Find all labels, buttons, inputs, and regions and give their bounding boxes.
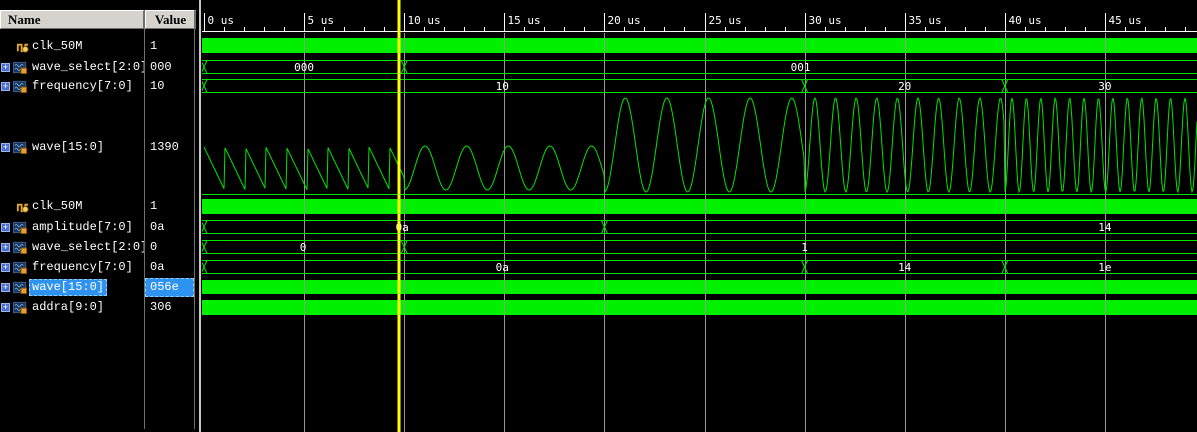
signal-value: 1 <box>145 37 194 56</box>
bus-value-label: 14 <box>898 261 912 274</box>
bus-icon <box>13 280 28 295</box>
signal-name: frequency[7:0] <box>32 260 133 274</box>
ruler-tick-label: 5 us <box>308 14 335 27</box>
bus-icon <box>13 300 28 315</box>
signal-value-selected: 056e <box>145 278 194 297</box>
signal-name: wave[15:0] <box>32 280 104 294</box>
signal-value: 1 <box>145 197 194 216</box>
signal-value: 10 <box>145 77 194 96</box>
ruler-tick-label: 10 us <box>408 14 441 27</box>
bus-icon <box>13 60 28 75</box>
ruler-tick-label: 20 us <box>608 14 641 27</box>
bus-value-label: 001 <box>791 61 811 74</box>
bus-value-label: 0 <box>300 241 307 254</box>
bus-icon <box>13 220 28 235</box>
bus-icon <box>13 240 28 255</box>
expand-toggle[interactable]: + <box>1 243 10 252</box>
signal-value: 000 <box>145 58 194 77</box>
bus-value-label: 30 <box>1098 80 1111 93</box>
clock-signal-bar <box>202 199 1197 214</box>
bus-value-label: 10 <box>496 80 509 93</box>
signal-value: 0 <box>145 238 194 257</box>
signal-value: 306 <box>145 298 194 317</box>
ruler-tick-label: 25 us <box>709 14 742 27</box>
expand-toggle[interactable]: + <box>1 143 10 152</box>
clock-signal-bar <box>202 300 1197 315</box>
signal-name: wave_select[2:0] <box>32 60 147 74</box>
expand-toggle[interactable]: + <box>1 283 10 292</box>
value-column-header: Value <box>145 10 196 29</box>
bus-value-label: 0a <box>496 261 509 274</box>
waveform-viewer-window: 0 us 5 us 10 us 15 us 20 us 25 us 30 us 35 us 40… <box>0 0 1197 432</box>
ruler-tick-label: 45 us <box>1109 14 1142 27</box>
signal-value: 0a <box>145 258 194 277</box>
expand-toggle[interactable]: + <box>1 63 10 72</box>
panel-splitter[interactable] <box>199 0 201 432</box>
name-column-header: Name <box>0 10 144 29</box>
ruler-tick-label: 15 us <box>508 14 541 27</box>
clock-signal-bar <box>202 38 1197 53</box>
ruler-tick-label: 35 us <box>909 14 942 27</box>
signal-name: amplitude[7:0] <box>32 220 133 234</box>
ruler-tick-label: 30 us <box>809 14 842 27</box>
bus-value-label: 1e <box>1098 261 1111 274</box>
expand-toggle[interactable]: + <box>1 263 10 272</box>
signal-name: wave[15:0] <box>32 140 104 154</box>
ruler-tick-label: 40 us <box>1009 14 1042 27</box>
bus-icon <box>13 140 28 155</box>
timeline-cursor[interactable] <box>398 0 401 432</box>
signal-value: 0a <box>145 218 194 237</box>
analog-waveform <box>204 98 1197 192</box>
signal-name: clk_50M <box>32 199 82 213</box>
ruler-tick-label: 0 us <box>208 14 235 27</box>
bus-value-label: 000 <box>294 61 314 74</box>
bus-value-label: 1 <box>801 241 808 254</box>
clock-signal-bar <box>202 280 1197 294</box>
bus-icon <box>13 79 28 94</box>
signal-name: addra[9:0] <box>32 300 104 314</box>
signal-list-panel: Name Value clk_50M + wave_select[2:0] + … <box>0 0 202 432</box>
clock-icon <box>15 39 30 54</box>
signal-name: frequency[7:0] <box>32 79 133 93</box>
clock-icon <box>15 199 30 214</box>
name-value-divider[interactable] <box>144 10 145 429</box>
bus-value-label: 20 <box>898 80 911 93</box>
signal-name: wave_select[2:0] <box>32 240 147 254</box>
expand-toggle[interactable]: + <box>1 82 10 91</box>
signal-value: 1390 <box>145 138 194 157</box>
signal-name: clk_50M <box>32 39 82 53</box>
bus-value-label: 14 <box>1098 221 1112 234</box>
bus-icon <box>13 260 28 275</box>
expand-toggle[interactable]: + <box>1 303 10 312</box>
expand-toggle[interactable]: + <box>1 223 10 232</box>
value-column-right-divider <box>194 10 195 429</box>
